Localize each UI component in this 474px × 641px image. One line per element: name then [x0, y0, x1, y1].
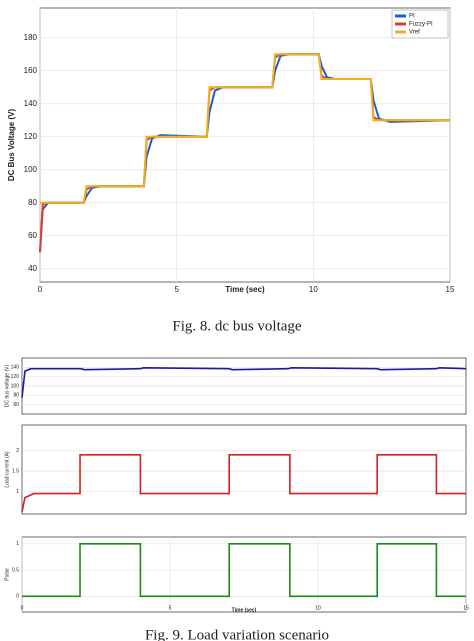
x-axis-label: Time (sec) — [225, 285, 265, 294]
legend-label: Vref — [409, 30, 420, 36]
y-tick-label: 100 — [11, 383, 20, 389]
y-axis-label: Load current (A) — [4, 451, 10, 487]
y-tick-label: 120 — [24, 132, 38, 141]
y-tick-label: 1 — [16, 541, 19, 547]
y-tick-label: 1 — [16, 489, 19, 495]
x-tick-label: 10 — [315, 605, 321, 611]
plot-area — [39, 7, 451, 283]
plot-area — [21, 424, 467, 515]
y-tick-label: 160 — [24, 66, 38, 75]
figure-caption: Fig. 9. Load variation scenario — [145, 627, 329, 641]
y-tick-label: 80 — [13, 393, 19, 399]
y-axis-label: DC Bus Voltage (V) — [7, 109, 16, 182]
y-tick-label: 100 — [24, 165, 38, 174]
x-tick-label: 0 — [38, 285, 43, 294]
series-line — [22, 543, 466, 598]
legend-label: PI — [409, 14, 415, 20]
x-tick-label: 0 — [21, 605, 24, 611]
figure-caption: Fig. 8. dc bus voltage — [172, 318, 301, 334]
series-line — [21, 366, 467, 398]
x-tick-label: 15 — [463, 605, 469, 611]
y-tick-label: 140 — [11, 365, 20, 371]
y-tick-label: 180 — [24, 33, 38, 42]
legend-label: Fuzzy-PI — [409, 22, 433, 28]
series-line — [40, 53, 450, 204]
y-tick-label: 120 — [11, 374, 20, 380]
x-tick-label: 10 — [309, 285, 318, 294]
y-axis-label: Pulse — [4, 568, 10, 581]
x-axis-label: Time (sec) — [232, 607, 257, 613]
plot-area — [21, 536, 467, 613]
y-tick-label: 140 — [24, 99, 38, 108]
series-line — [21, 454, 466, 513]
y-tick-label: 1.5 — [12, 468, 19, 474]
y-tick-label: 0 — [16, 594, 19, 600]
y-tick-label: 60 — [28, 231, 37, 240]
x-tick-label: 15 — [446, 285, 455, 294]
y-tick-label: 60 — [13, 402, 19, 408]
y-tick-label: 40 — [28, 264, 37, 273]
y-tick-label: 0.5 — [12, 567, 19, 573]
y-tick-label: 80 — [28, 198, 37, 207]
x-tick-label: 5 — [174, 285, 179, 294]
y-tick-label: 2 — [16, 448, 19, 454]
y-axis-label: DC bus voltage (V) — [4, 365, 10, 408]
x-tick-label: 5 — [169, 605, 172, 611]
